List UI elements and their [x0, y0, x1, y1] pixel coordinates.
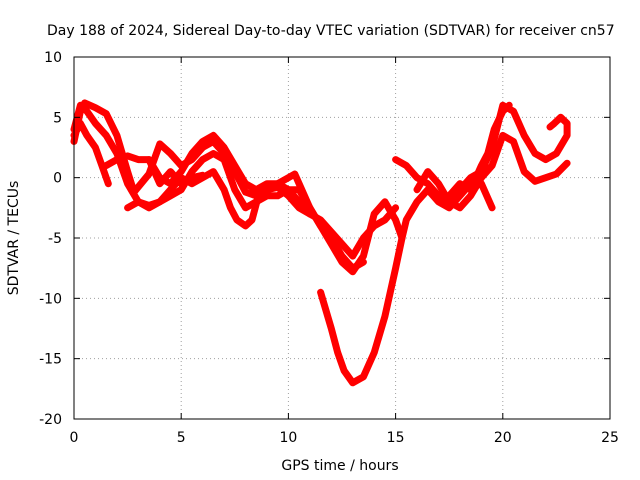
- x-tick-label: 0: [70, 430, 79, 446]
- y-tick-label: 0: [53, 171, 62, 187]
- y-tick-label: -10: [39, 291, 62, 307]
- y-axis-label: SDTVAR / TECUs: [6, 181, 22, 296]
- series-line-track-j: [445, 101, 513, 200]
- series-line-track-d: [124, 168, 400, 260]
- plot-series: [70, 99, 571, 387]
- y-tick-label: 10: [44, 50, 62, 66]
- x-tick-label: 20: [494, 430, 512, 446]
- x-axis-label: GPS time / hours: [281, 458, 398, 474]
- chart-title: Day 188 of 2024, Sidereal Day-to-day VTE…: [47, 23, 615, 39]
- series-line-track-g: [317, 180, 496, 387]
- x-tick-label: 10: [279, 430, 297, 446]
- series-line-track-c: [70, 119, 112, 188]
- x-tick-label: 15: [387, 430, 405, 446]
- x-tick-label: 25: [601, 430, 619, 446]
- series-line-track-f: [145, 156, 207, 188]
- series-line-track-i: [413, 101, 571, 206]
- y-tick-label: 5: [53, 110, 62, 126]
- y-tick-label: -5: [48, 231, 62, 247]
- series-line-track-e: [102, 131, 314, 218]
- y-tick-label: -15: [39, 352, 62, 368]
- x-tick-label: 5: [177, 430, 186, 446]
- y-tick-label: -20: [39, 412, 62, 428]
- axis-ticks: 0 5 10 15 20 25 -20 -15 -10 -5 0 5 10: [39, 50, 619, 446]
- series-line-track-a: [70, 99, 406, 276]
